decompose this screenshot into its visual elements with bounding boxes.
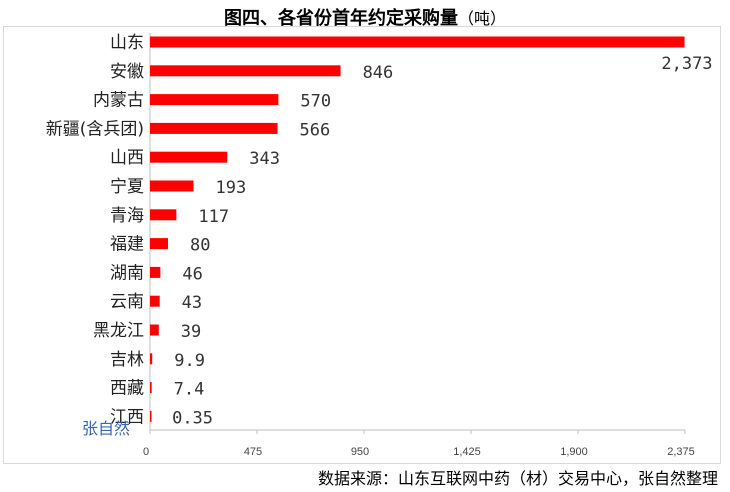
category-label: 西藏: [110, 379, 144, 399]
x-tick-label: 0: [143, 446, 149, 458]
value-label: 117: [198, 207, 229, 227]
chart-title: 图四、各省份首年约定采购量（吨）: [0, 4, 730, 30]
chart-title-text: 图四、各省份首年约定采购量: [223, 8, 458, 29]
bar: [150, 209, 177, 221]
bar: [150, 324, 159, 336]
bar: [150, 410, 152, 422]
category-label: 山西: [110, 148, 144, 168]
category-label: 江西: [110, 407, 144, 427]
bar: [150, 65, 341, 77]
category-label: 福建: [110, 235, 144, 255]
x-tick-label: 950: [351, 446, 369, 458]
category-label: 新疆(含兵团): [46, 119, 144, 139]
category-label: 黑龙江: [93, 321, 144, 341]
value-label: 80: [190, 236, 210, 256]
bar: [150, 122, 278, 134]
category-label: 山东: [110, 33, 144, 53]
x-tick-label: 475: [244, 446, 262, 458]
value-label: 343: [249, 149, 280, 169]
x-tick-label: 2,375: [667, 446, 695, 458]
chart-frame: [3, 26, 721, 464]
value-label: 9.9: [174, 351, 205, 371]
category-label: 吉林: [110, 350, 144, 370]
value-label: 846: [363, 63, 394, 83]
category-label: 湖南: [110, 263, 144, 283]
bar: [150, 151, 228, 163]
category-label: 宁夏: [110, 177, 144, 197]
value-label: 7.4: [174, 380, 205, 400]
bar: [150, 266, 161, 278]
bar: [150, 36, 685, 48]
bar: [150, 94, 279, 106]
x-tick-label: 1,425: [453, 446, 481, 458]
source-note: 数据来源：山东互联网中药（材）交易中心，张自然整理: [317, 469, 718, 488]
category-label: 云南: [110, 292, 144, 312]
category-label: 青海: [110, 206, 144, 226]
bar: [150, 295, 160, 307]
value-label: 570: [300, 92, 331, 112]
value-label: 193: [215, 178, 246, 198]
bar: [150, 238, 169, 250]
value-label: 0.35: [172, 408, 213, 428]
chart-title-unit: （吨）: [457, 9, 506, 28]
x-tick-label: 1,900: [560, 446, 588, 458]
bar: [150, 382, 152, 394]
value-label: 566: [299, 120, 330, 140]
bar: [150, 353, 153, 365]
value-label: 46: [182, 264, 202, 284]
watermark: 张自然: [82, 419, 131, 438]
value-label: 2,373: [661, 54, 712, 74]
value-label: 39: [181, 322, 201, 342]
bar: [150, 180, 194, 192]
category-label: 安徽: [110, 62, 144, 82]
value-label: 43: [182, 293, 202, 313]
category-label: 内蒙古: [93, 91, 144, 111]
